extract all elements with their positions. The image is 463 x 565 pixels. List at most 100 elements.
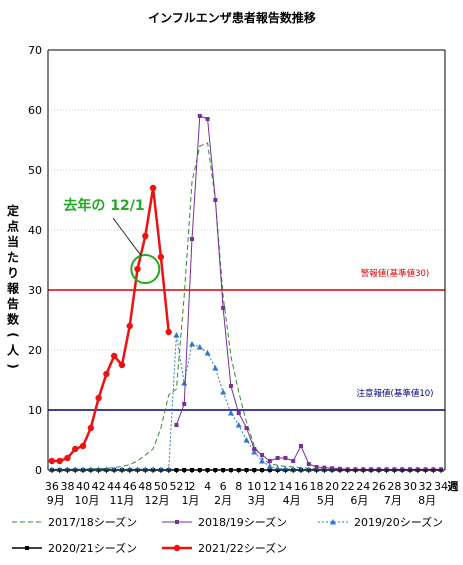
x-tick-label: 34 [434,480,448,493]
x-tick-label: 42 [92,480,106,493]
data-point [290,466,297,472]
series-line [51,142,442,470]
data-point [337,466,342,471]
data-point [110,352,118,360]
annotation-circle [130,254,161,284]
legend-label: 2018/19シーズン [198,515,287,529]
x-month-label: 5月 [317,494,335,507]
x-tick-label: 32 [419,480,433,493]
data-point [72,445,79,453]
chart-title: インフルエンザ患者報告数推移 [148,10,316,25]
data-point [48,457,56,465]
legend-label: 2019/20シーズン [354,515,443,529]
data-point [369,467,374,472]
data-point [165,328,172,336]
x-tick-label: 36 [45,480,59,493]
x-tick-label: 22 [341,480,355,493]
data-point [259,458,266,464]
series [174,114,444,472]
legend: 2017/18シーズン 2018/19シーズン 2019/20シーズン 2020/21… [12,515,443,555]
x-tick-label: 28 [387,480,401,493]
x-month-label: 8月 [418,494,436,507]
data-point [103,370,110,378]
x-month-label: 4月 [283,494,301,507]
data-point [345,467,350,472]
x-tick-label: 20 [325,480,339,493]
y-tick-label: 70 [28,44,42,57]
data-point [56,466,63,472]
data-point [423,467,428,472]
data-point [118,466,125,472]
x-tick-label: 18 [310,480,324,493]
data-point [400,467,405,472]
data-point [275,456,280,460]
data-point [126,466,133,472]
data-point [384,467,389,472]
y-axis-label-char: ) [6,363,20,368]
x-tick-label: 38 [60,480,74,493]
series [51,142,442,470]
data-point [87,424,95,432]
legend-label: 2021/22シーズン [198,541,287,555]
data-point [361,467,366,472]
y-tick-label: 50 [28,164,42,177]
data-point [306,462,311,466]
series-layer [48,114,445,472]
x-month-label: 7月 [384,494,402,507]
y-axis-label-char: 当 [7,234,19,249]
x-tick-label: 24 [356,480,370,493]
legend-item: 2017/18シーズン [12,515,137,529]
y-axis-label-char: ( [6,332,20,337]
reference-line-label: 注意報値(基準値10) [357,388,434,399]
data-point [330,519,336,525]
data-point [190,237,195,241]
data-point [142,466,149,472]
data-point [213,198,218,202]
data-point [205,117,210,121]
x-month-label: 11月 [109,494,134,507]
y-tick-label: 40 [28,224,42,237]
x-month-label: 9月 [47,494,65,507]
x-month-label: 3月 [248,494,266,507]
data-point [56,457,63,465]
legend-label: 2020/21シーズン [48,541,137,555]
data-point [126,322,133,330]
data-point [298,444,303,448]
x-tick-label: 8 [235,480,242,493]
data-point [236,411,241,415]
data-point [244,426,249,430]
annotation: 去年の 12/1 [63,197,161,284]
data-point [80,466,87,472]
data-point [165,466,172,472]
data-point [48,466,55,472]
legend-item: 2020/21シーズン [12,541,137,555]
data-point [243,437,250,443]
x-month-label: 6月 [350,494,368,507]
data-point [134,265,141,273]
data-point [149,184,157,192]
x-tick-label: 48 [138,480,152,493]
data-point [181,380,188,386]
reference-lines: 警報値(基準値30) 注意報値(基準値10) [48,268,445,411]
data-point [25,546,29,550]
x-tick-label: 46 [123,480,137,493]
data-point [64,466,71,472]
x-tick-label: 1 [184,480,191,493]
data-point [330,466,335,471]
data-point [189,341,196,347]
data-point [283,456,288,460]
series [48,332,445,472]
data-point [439,467,444,472]
data-point [431,467,436,472]
data-point [291,459,296,463]
data-point [220,389,227,395]
data-point [228,384,233,388]
data-point [134,466,141,472]
series [48,184,172,465]
y-axis-label-char: 人 [7,343,20,358]
data-point [95,394,102,402]
y-axis-label-char: 定 [7,203,19,218]
